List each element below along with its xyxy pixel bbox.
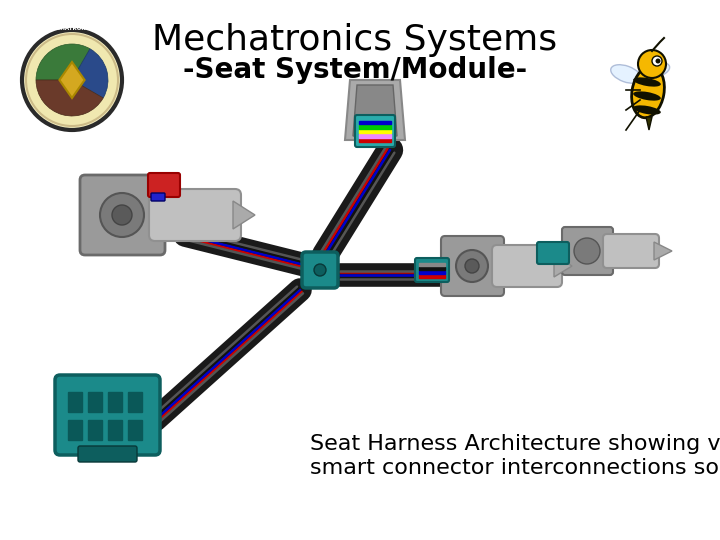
Ellipse shape [633,91,661,100]
FancyBboxPatch shape [55,375,160,455]
Bar [419,267,445,270]
Ellipse shape [642,62,670,78]
Ellipse shape [633,105,661,114]
Text: -Seat System/Module-: -Seat System/Module- [183,56,527,84]
Circle shape [26,34,118,126]
Polygon shape [345,80,405,140]
Polygon shape [59,62,85,98]
Bar [419,271,445,274]
Circle shape [574,238,600,264]
Bar [68,420,82,440]
Circle shape [655,58,660,64]
Bar [359,125,391,129]
Ellipse shape [611,65,642,83]
FancyBboxPatch shape [441,236,504,296]
FancyBboxPatch shape [603,234,659,268]
Circle shape [112,205,132,225]
Bar [359,138,391,142]
Circle shape [456,250,488,282]
Polygon shape [353,85,397,136]
Bar [108,392,122,412]
Bar [128,392,142,412]
FancyBboxPatch shape [355,115,395,147]
FancyBboxPatch shape [151,193,165,201]
Ellipse shape [631,66,665,118]
Ellipse shape [633,77,661,86]
Circle shape [638,50,666,78]
Bar [359,134,391,138]
Circle shape [652,56,662,66]
FancyBboxPatch shape [80,175,165,255]
Text: Seat Harness Architecture showing various: Seat Harness Architecture showing variou… [310,434,720,454]
Bar [419,275,445,278]
Polygon shape [654,242,672,260]
FancyBboxPatch shape [415,258,449,282]
FancyBboxPatch shape [302,252,338,288]
Circle shape [465,259,479,273]
Bar [359,120,391,124]
Circle shape [22,30,122,130]
FancyBboxPatch shape [149,189,241,241]
Text: Mechatronics Systems: Mechatronics Systems [153,23,557,57]
Polygon shape [554,255,572,277]
Polygon shape [646,117,652,130]
Polygon shape [233,201,255,229]
Bar [108,420,122,440]
Bar [88,392,102,412]
Wedge shape [36,80,103,116]
Circle shape [100,193,144,237]
Text: smart connector interconnections solutions: smart connector interconnections solutio… [310,458,720,478]
FancyBboxPatch shape [492,245,562,287]
Bar [419,263,445,266]
FancyBboxPatch shape [537,242,569,264]
Bar [128,420,142,440]
FancyBboxPatch shape [562,227,613,275]
Wedge shape [72,49,108,98]
Text: MECHATRONICS: MECHATRONICS [48,26,96,31]
Circle shape [314,264,326,276]
Bar [88,420,102,440]
Wedge shape [36,44,90,80]
Bar [68,392,82,412]
Bar [359,130,391,133]
FancyBboxPatch shape [78,446,137,462]
FancyBboxPatch shape [148,173,180,197]
